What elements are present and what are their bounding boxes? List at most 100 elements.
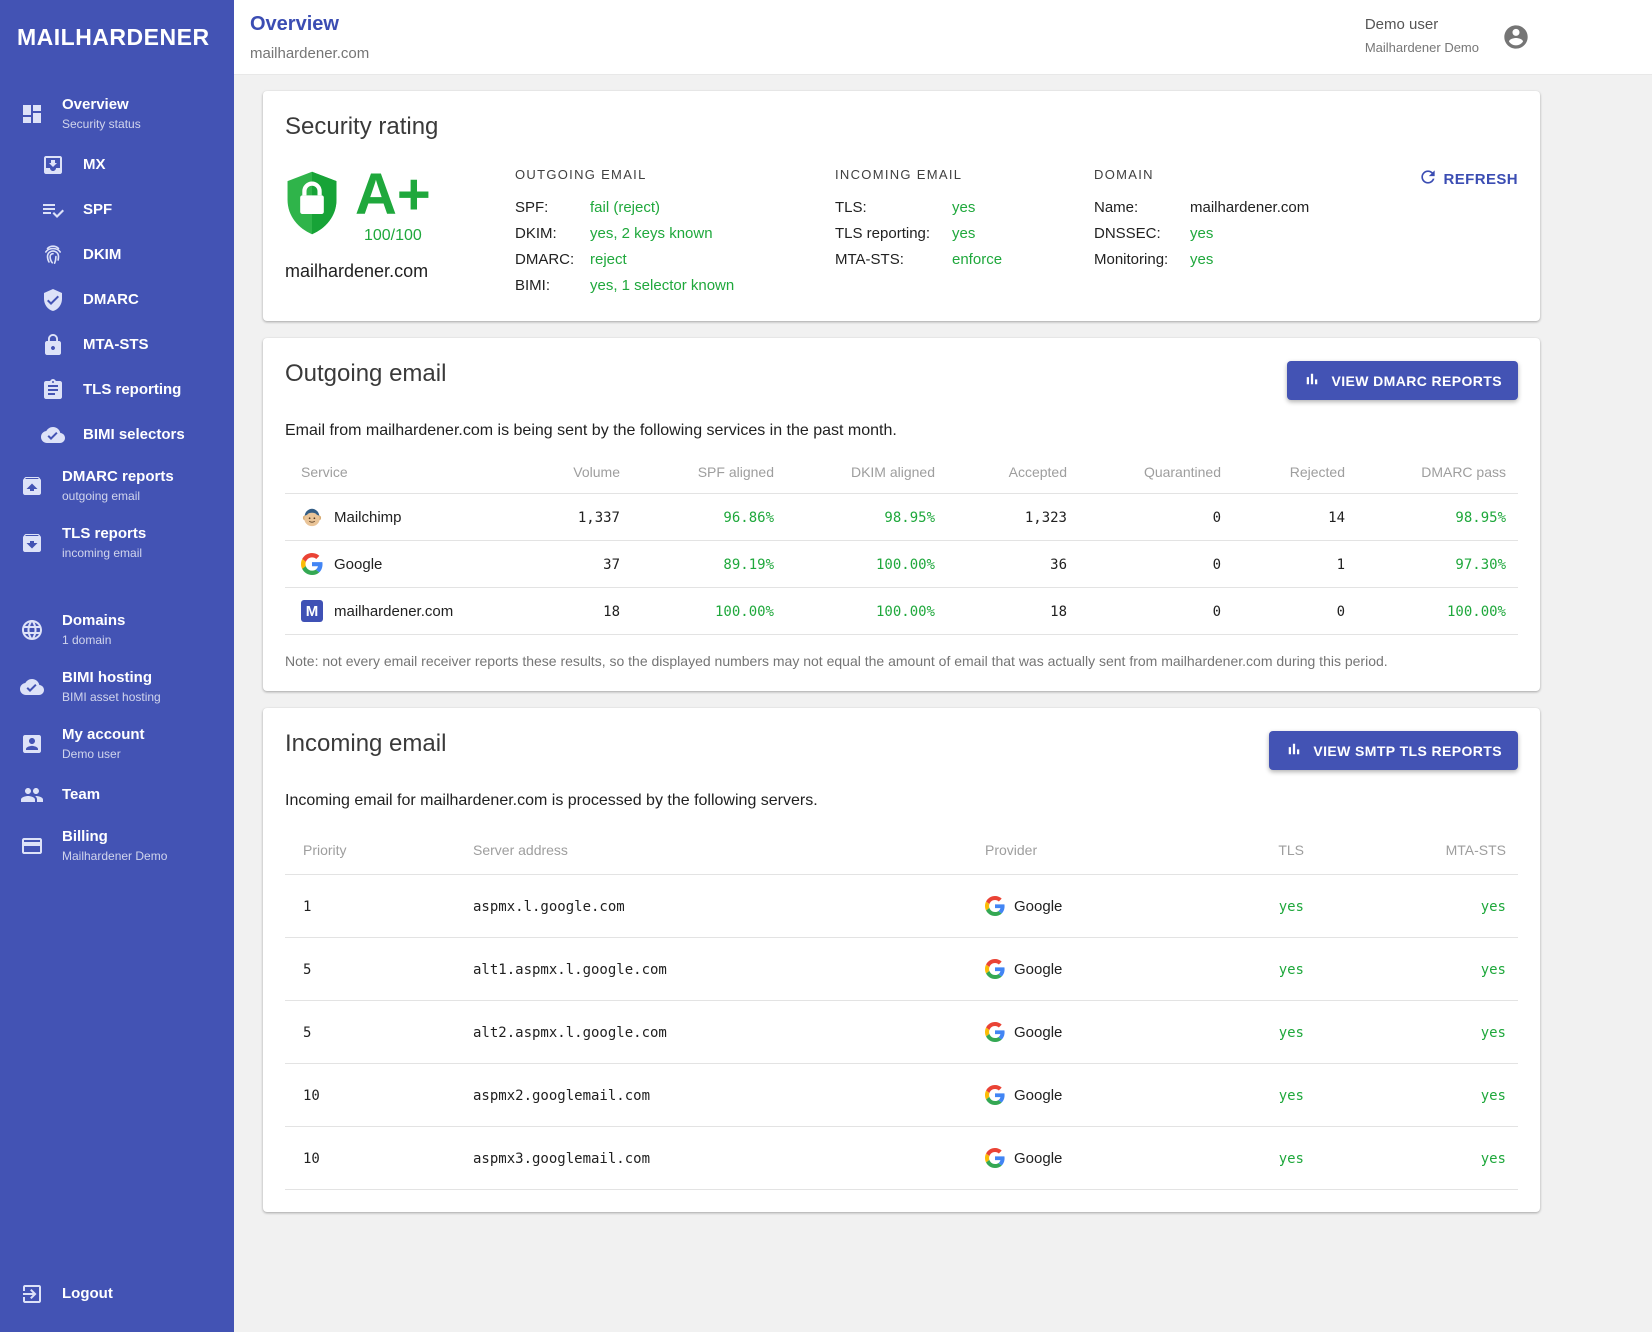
dmarc-status: reject bbox=[590, 247, 627, 273]
column-header-dmarc-pass: DMARC pass bbox=[1345, 450, 1518, 494]
mta-sts-value: yes bbox=[1481, 1025, 1506, 1041]
dmarc-pass-value: 97.30% bbox=[1455, 557, 1506, 573]
sidebar-item-subtitle: Security status bbox=[62, 117, 141, 131]
sidebar-item-my-account[interactable]: My account Demo user bbox=[0, 715, 234, 772]
provider-name: Google bbox=[1014, 898, 1062, 915]
sidebar-item-label: BIMI hosting bbox=[62, 669, 161, 687]
outgoing-email-summary: OUTGOING EMAIL SPF:fail (reject) DKIM:ye… bbox=[515, 167, 835, 299]
google-icon bbox=[985, 896, 1005, 916]
mta-sts-value: yes bbox=[1481, 962, 1506, 978]
sidebar-item-subtitle: Mailhardener Demo bbox=[62, 849, 167, 863]
dmarc-pass-value: 98.95% bbox=[1455, 510, 1506, 526]
user-organization: Mailhardener Demo bbox=[1365, 40, 1479, 55]
sidebar-item-domains[interactable]: Domains 1 domain bbox=[0, 601, 234, 658]
mta-sts-value: yes bbox=[1481, 899, 1506, 915]
sidebar-item-logout[interactable]: Logout bbox=[0, 1271, 234, 1316]
sidebar-item-tls-reporting[interactable]: TLS reporting bbox=[0, 367, 234, 412]
accepted-value: 36 bbox=[1050, 557, 1067, 573]
sidebar-item-dmarc-reports[interactable]: DMARC reports outgoing email bbox=[0, 457, 234, 514]
security-rating-title: Security rating bbox=[285, 113, 1518, 141]
sidebar-item-dkim[interactable]: DKIM bbox=[0, 232, 234, 277]
column-header-volume: Volume bbox=[485, 450, 620, 494]
sidebar-item-subtitle: BIMI asset hosting bbox=[62, 690, 161, 704]
google-icon bbox=[985, 1148, 1005, 1168]
sidebar-item-label: SPF bbox=[83, 201, 112, 219]
sidebar-item-billing[interactable]: Billing Mailhardener Demo bbox=[0, 817, 234, 874]
google-icon bbox=[985, 959, 1005, 979]
view-smtp-tls-reports-button[interactable]: VIEW SMTP TLS REPORTS bbox=[1269, 731, 1518, 770]
sidebar-item-bimi-selectors[interactable]: BIMI selectors bbox=[0, 412, 234, 457]
sidebar-item-label: Overview bbox=[62, 96, 141, 114]
volume-value: 1,337 bbox=[578, 510, 620, 526]
archive-icon bbox=[20, 531, 44, 555]
spf-label: SPF: bbox=[515, 195, 590, 221]
server-address: aspmx.l.google.com bbox=[473, 899, 625, 915]
sidebar: MAILHARDENER Overview Security status MX… bbox=[0, 0, 234, 1332]
tls-value: yes bbox=[1279, 1151, 1304, 1167]
priority-value: 10 bbox=[303, 1088, 320, 1104]
server-address: aspmx3.googlemail.com bbox=[473, 1151, 650, 1167]
refresh-button[interactable]: REFRESH bbox=[1418, 167, 1518, 191]
quarantined-value: 0 bbox=[1213, 510, 1221, 526]
dkim-aligned-value: 100.00% bbox=[876, 557, 935, 573]
table-row-mailchimp: Mailchimp 1,337 96.86% 98.95% 1,323 0 14… bbox=[285, 494, 1518, 541]
quarantined-value: 0 bbox=[1213, 604, 1221, 620]
top-bar: Overview mailhardener.com Demo user Mail… bbox=[234, 0, 1652, 75]
sidebar-item-dmarc[interactable]: DMARC bbox=[0, 277, 234, 322]
sidebar-item-spf[interactable]: SPF bbox=[0, 187, 234, 232]
incoming-email-title: Incoming email bbox=[285, 730, 446, 758]
column-header-mta-sts: MTA-STS bbox=[1304, 826, 1518, 875]
avatar[interactable] bbox=[1502, 23, 1530, 51]
refresh-label: REFRESH bbox=[1444, 171, 1518, 188]
priority-value: 5 bbox=[303, 1025, 311, 1041]
service-name: Mailchimp bbox=[334, 509, 402, 526]
user-name: Demo user bbox=[1365, 16, 1479, 33]
app-logo: MAILHARDENER bbox=[0, 0, 234, 51]
sidebar-item-label: BIMI selectors bbox=[83, 426, 185, 444]
dkim-aligned-value: 100.00% bbox=[876, 604, 935, 620]
column-header-provider: Provider bbox=[985, 826, 1154, 875]
cloud-check-icon bbox=[20, 675, 44, 699]
sidebar-item-mx[interactable]: MX bbox=[0, 142, 234, 187]
column-header-spf-aligned: SPF aligned bbox=[620, 450, 774, 494]
provider-name: Google bbox=[1014, 1087, 1062, 1104]
main-content: Security rating A+ 100/100 bbox=[234, 75, 1652, 1332]
server-address: aspmx2.googlemail.com bbox=[473, 1088, 650, 1104]
column-header-priority: Priority bbox=[285, 826, 473, 875]
tls-value: yes bbox=[1279, 899, 1304, 915]
accepted-value: 1,323 bbox=[1025, 510, 1067, 526]
dkim-aligned-value: 98.95% bbox=[884, 510, 935, 526]
incoming-email-heading: INCOMING EMAIL bbox=[835, 167, 1094, 182]
column-header-rejected: Rejected bbox=[1221, 450, 1345, 494]
sidebar-item-overview[interactable]: Overview Security status bbox=[0, 85, 234, 142]
outgoing-email-card: Outgoing email VIEW DMARC REPORTS Email … bbox=[263, 338, 1540, 691]
sidebar-item-mta-sts[interactable]: MTA-STS bbox=[0, 322, 234, 367]
table-row-mx-server: 1 aspmx.l.google.com Google yes yes bbox=[285, 875, 1518, 938]
provider-name: Google bbox=[1014, 961, 1062, 978]
priority-value: 10 bbox=[303, 1151, 320, 1167]
quarantined-value: 0 bbox=[1213, 557, 1221, 573]
server-address: alt1.aspmx.l.google.com bbox=[473, 962, 667, 978]
view-dmarc-reports-label: VIEW DMARC REPORTS bbox=[1331, 373, 1502, 389]
clipboard-icon bbox=[41, 378, 65, 402]
view-dmarc-reports-button[interactable]: VIEW DMARC REPORTS bbox=[1287, 361, 1518, 400]
globe-icon bbox=[20, 618, 44, 642]
table-header-row: Service Volume SPF aligned DKIM aligned … bbox=[285, 450, 1518, 494]
volume-value: 18 bbox=[603, 604, 620, 620]
rejected-value: 14 bbox=[1328, 510, 1345, 526]
sidebar-item-team[interactable]: Team bbox=[0, 772, 234, 817]
mailhardener-icon: M bbox=[301, 600, 323, 622]
server-address: alt2.aspmx.l.google.com bbox=[473, 1025, 667, 1041]
dashboard-icon bbox=[20, 102, 44, 126]
priority-value: 1 bbox=[303, 899, 311, 915]
sidebar-item-label: DMARC bbox=[83, 291, 139, 309]
domain-name-value: mailhardener.com bbox=[1190, 195, 1309, 221]
monitoring-status: yes bbox=[1190, 247, 1213, 273]
sidebar-item-tls-reports[interactable]: TLS reports incoming email bbox=[0, 514, 234, 571]
people-icon bbox=[20, 783, 44, 807]
logout-label: Logout bbox=[62, 1285, 113, 1303]
sidebar-item-label: Domains bbox=[62, 612, 125, 630]
tls-label: TLS: bbox=[835, 195, 952, 221]
sidebar-item-bimi-hosting[interactable]: BIMI hosting BIMI asset hosting bbox=[0, 658, 234, 715]
sidebar-item-label: MTA-STS bbox=[83, 336, 149, 354]
